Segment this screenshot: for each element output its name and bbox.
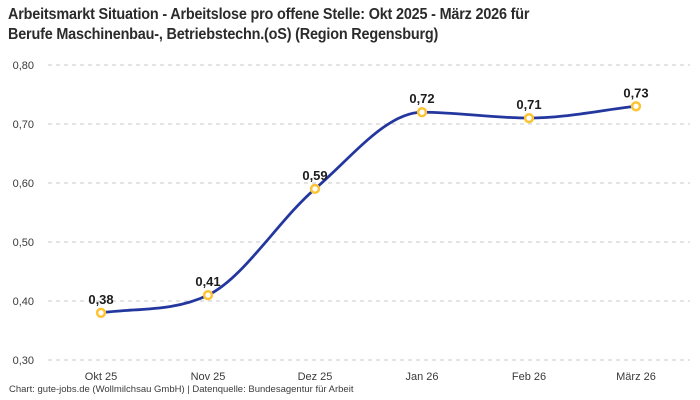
series-line [99, 104, 638, 315]
x-tick-label: Jan 26 [405, 371, 438, 383]
data-point-marker-März 26[interactable] [630, 101, 642, 112]
x-tick-label: Nov 25 [191, 371, 226, 383]
x-tick-label: März 26 [616, 371, 656, 383]
data-point-label: 0,73 [623, 85, 648, 100]
data-point-marker-Nov 25[interactable] [202, 289, 214, 301]
data-point-label: 0,72 [409, 91, 434, 106]
data-point-marker-Okt 25[interactable] [95, 307, 107, 318]
data-point-marker-Jan 26[interactable] [416, 107, 428, 118]
chart-title-line2: Berufe Maschinenbau-, Betriebstechn.(oS)… [8, 26, 439, 43]
y-tick-label: 0,50 [13, 237, 34, 249]
y-tick-label: 0,80 [13, 60, 34, 72]
data-point-label: 0,41 [195, 274, 220, 289]
y-tick-label: 0,30 [13, 355, 34, 367]
chart-title: Arbeitsmarkt Situation - Arbeitslose pro… [8, 5, 529, 45]
x-tick-label: Okt 25 [85, 371, 117, 383]
chart-title-line1: Arbeitsmarkt Situation - Arbeitslose pro… [8, 6, 530, 23]
chart-attribution: Chart: gute-jobs.de (Wollmilchsau GmbH) … [9, 384, 354, 395]
y-tick-label: 0,60 [13, 178, 34, 190]
data-point-label: 0,38 [88, 292, 113, 307]
x-tick-label: Feb 26 [512, 371, 546, 383]
data-point-label: 0,71 [516, 97, 541, 112]
data-point-marker-Feb 26[interactable] [523, 112, 535, 124]
y-tick-label: 0,40 [13, 296, 34, 308]
y-tick-label: 0,70 [13, 119, 34, 131]
x-tick-label: Dez 25 [298, 371, 333, 383]
data-point-label: 0,59 [302, 168, 327, 183]
data-point-marker-Dez 25[interactable] [309, 183, 321, 195]
